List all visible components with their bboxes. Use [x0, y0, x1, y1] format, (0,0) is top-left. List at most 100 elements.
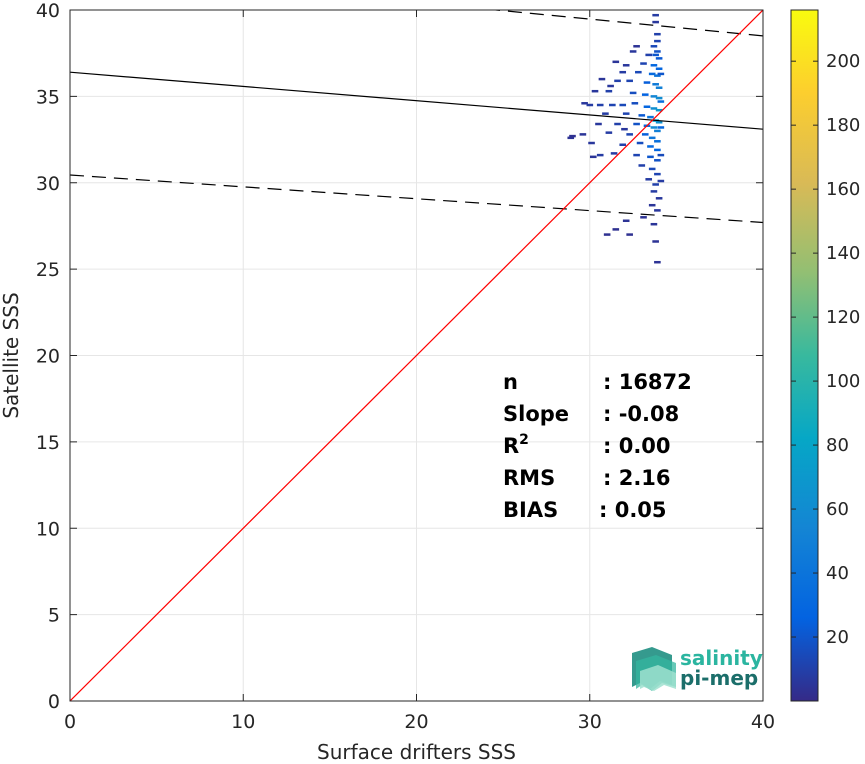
y-tick-label: 0	[48, 691, 60, 713]
stat-value: : 16872	[603, 370, 692, 394]
stat-value: : 0.05	[599, 498, 667, 522]
density-cell	[647, 145, 654, 148]
density-cell	[610, 152, 618, 155]
density-cell	[654, 172, 661, 176]
density-cell	[650, 95, 658, 98]
density-cell	[626, 133, 633, 136]
salinity-pi-mep-logo: salinity pi-mep	[632, 646, 763, 691]
y-tick-label: 10	[36, 518, 60, 540]
density-cell	[636, 141, 644, 145]
x-tick-label: 20	[404, 711, 428, 733]
y-tick-label: 25	[36, 259, 60, 281]
lower-bound-line	[70, 174, 763, 224]
colorbar-tick-label: 160	[826, 179, 860, 200]
density-cell	[655, 67, 663, 70]
density-cell	[619, 143, 627, 146]
density-cell	[652, 240, 659, 243]
stat-label: Slope	[503, 402, 569, 426]
density-cell	[657, 72, 665, 76]
density-cell	[650, 126, 658, 129]
density-cell	[640, 62, 647, 65]
density-cell	[643, 105, 651, 108]
density-cell	[652, 183, 659, 186]
y-tick-label: 30	[36, 173, 60, 195]
density-cell	[648, 72, 656, 76]
density-cell	[619, 70, 627, 74]
y-tick-label: 40	[36, 0, 60, 22]
density-cell	[596, 153, 604, 157]
density-cell	[567, 136, 575, 140]
colorbar-tick-label: 40	[826, 563, 849, 584]
stat-label: R2	[503, 432, 529, 458]
density-cell	[622, 64, 630, 67]
density-cell	[650, 222, 658, 226]
density-cell	[589, 155, 597, 159]
density-cell	[638, 164, 646, 167]
stat-value: : 2.16	[603, 466, 671, 490]
x-tick-label: 0	[64, 711, 76, 733]
colorbar-tick-label: 140	[826, 243, 860, 264]
density-cell	[614, 122, 621, 126]
density-cells	[567, 13, 665, 264]
density-cell	[654, 140, 661, 143]
density-cell	[638, 114, 646, 117]
density-cell	[655, 96, 663, 100]
density-cell	[586, 103, 594, 107]
density-cell	[654, 129, 661, 133]
stat-superscript: 2	[519, 432, 529, 448]
density-cell	[654, 39, 661, 43]
regression-line	[70, 71, 763, 130]
x-tick-label: 40	[751, 711, 775, 733]
colorbar-tick-label: 80	[826, 435, 849, 456]
density-cell	[655, 121, 663, 124]
density-cell	[655, 86, 663, 89]
stat-value: : 0.00	[603, 434, 671, 458]
x-tick-label: 30	[578, 711, 602, 733]
density-cell	[595, 122, 602, 126]
stats-box: n: 16872 Slope: -0.08 R2: 0.00 RMS: 2.16 BIA…	[503, 370, 692, 522]
density-cell	[657, 126, 665, 129]
density-cell	[657, 179, 665, 183]
density-cell	[633, 153, 640, 157]
y-tick-label: 35	[36, 86, 60, 108]
stat-value: : -0.08	[603, 402, 679, 426]
density-cell	[648, 136, 656, 140]
y-axis-title: Satellite SSS	[0, 292, 23, 418]
density-cell	[629, 50, 637, 53]
colorbar	[790, 9, 819, 702]
density-cell	[588, 141, 595, 145]
density-cell	[609, 103, 616, 107]
density-cell	[626, 233, 633, 236]
density-cell	[631, 102, 639, 105]
stat-label: n	[503, 370, 518, 394]
density-cell	[605, 131, 613, 134]
density-cell	[654, 74, 661, 77]
density-cell	[626, 79, 633, 83]
density-cell	[657, 153, 665, 157]
x-tick-label: 10	[231, 711, 255, 733]
density-cell	[654, 32, 661, 36]
density-cell	[648, 167, 656, 171]
density-cell	[640, 216, 647, 219]
density-cell	[650, 190, 658, 193]
density-cell	[652, 13, 659, 17]
density-cell	[641, 133, 649, 136]
density-cell	[629, 91, 637, 95]
density-cell	[569, 134, 576, 138]
logo-wave-icon-3	[640, 665, 676, 691]
density-cell	[652, 20, 659, 24]
density-cell	[648, 203, 656, 207]
density-cell	[650, 45, 658, 48]
y-tick-label: 15	[36, 432, 60, 454]
density-cell	[650, 107, 658, 110]
density-cell	[645, 53, 653, 57]
density-cell	[650, 64, 658, 67]
density-cell	[596, 103, 604, 107]
density-cell	[614, 79, 621, 83]
density-cell	[647, 115, 654, 119]
density-cell	[607, 84, 614, 88]
density-cell	[635, 70, 642, 74]
density-cell	[654, 260, 661, 264]
density-cell	[633, 45, 640, 48]
density-cell	[612, 228, 620, 231]
